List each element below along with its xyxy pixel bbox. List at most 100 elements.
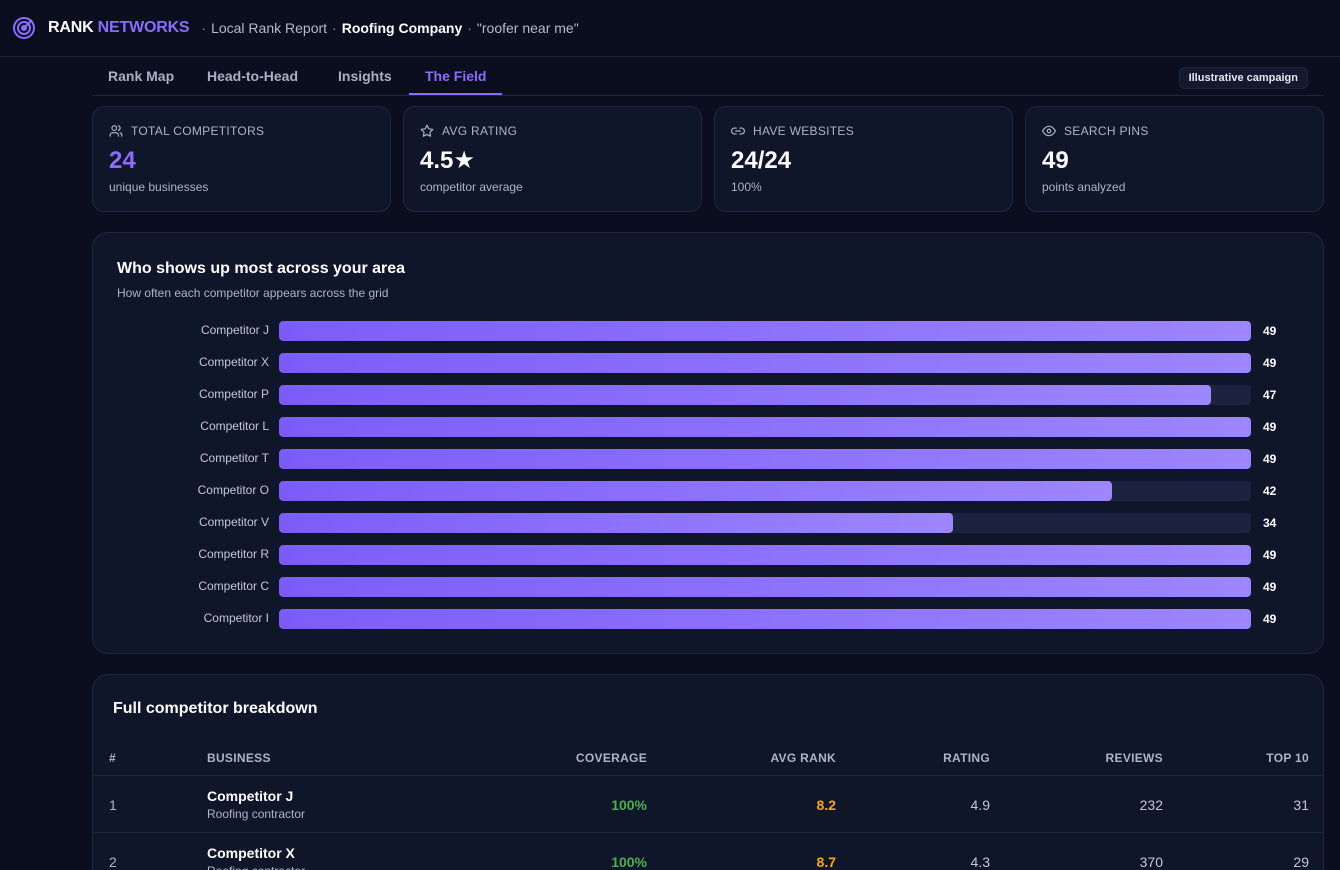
bar-track <box>279 577 1251 597</box>
bar-label: Competitor T <box>199 451 269 465</box>
bar-track <box>279 545 1251 565</box>
bar-label: Competitor C <box>198 579 269 593</box>
stat-value: 49 <box>1042 147 1069 174</box>
campaign-badge: Illustrative campaign <box>1178 67 1308 89</box>
stat-card-avg-rating: AVG RATING 4.5★ competitor average <box>403 106 702 212</box>
bar-track <box>279 481 1251 501</box>
stat-label: AVG RATING <box>442 124 518 138</box>
stat-header: SEARCH PINS <box>1042 124 1307 138</box>
bar-row[interactable]: Competitor T 49 <box>93 449 1325 469</box>
brand-primary: RANK <box>48 19 94 36</box>
bar-track <box>279 385 1251 405</box>
bar-label: Competitor P <box>198 387 269 401</box>
table-row[interactable]: 1 Competitor J Roofing contractor 100% 8… <box>93 776 1323 833</box>
bar-row[interactable]: Competitor C 49 <box>93 577 1325 597</box>
bar-row[interactable]: Competitor O 42 <box>93 481 1325 501</box>
bar-track <box>279 513 1251 533</box>
bar-value-label: 49 <box>1263 356 1277 370</box>
bar[interactable] <box>279 513 954 533</box>
bar[interactable] <box>279 545 1251 565</box>
stat-subtext: competitor average <box>420 180 523 194</box>
business-name: Roofing Company <box>341 20 463 36</box>
star-icon <box>420 124 434 137</box>
tab-rank-map[interactable]: Rank Map <box>108 68 175 84</box>
business-type: Roofing contractor <box>207 807 306 821</box>
bar-value-label: 49 <box>1263 420 1277 434</box>
top10-value: 29 <box>1293 854 1309 870</box>
breadcrumb-separator: · <box>467 20 472 36</box>
stat-subtext: points analyzed <box>1042 180 1126 194</box>
row-number: 1 <box>109 797 117 813</box>
bar-value-label: 49 <box>1263 452 1277 466</box>
top-bar: RANK NETWORKS · Local Rank Report · Roof… <box>0 0 1340 57</box>
column-header-reviews[interactable]: REVIEWS <box>1105 751 1163 765</box>
avg-rank-value: 8.2 <box>816 797 836 813</box>
competitor-table-card: Full competitor breakdown # BUSINESS COV… <box>92 674 1324 870</box>
bar-label: Competitor L <box>200 419 269 433</box>
column-header-business[interactable]: BUSINESS <box>207 751 271 765</box>
stat-card-search-pins: SEARCH PINS 49 points analyzed <box>1025 106 1324 212</box>
bar-row[interactable]: Competitor L 49 <box>93 417 1325 437</box>
avg-rank-value: 8.7 <box>816 854 836 870</box>
keyword: "roofer near me" <box>476 20 579 36</box>
bar-value-label: 49 <box>1263 548 1277 562</box>
bar[interactable] <box>279 481 1113 501</box>
coverage-value: 100% <box>611 797 647 813</box>
tab-head-to-head[interactable]: Head-to-Head <box>207 68 299 84</box>
bar-row[interactable]: Competitor V 34 <box>93 513 1325 533</box>
bar-row[interactable]: Competitor R 49 <box>93 545 1325 565</box>
table-header: # BUSINESS COVERAGE AVG RANK RATING REVI… <box>93 741 1323 776</box>
column-header-num[interactable]: # <box>109 751 116 765</box>
stat-card-have-websites: HAVE WEBSITES 24/24 100% <box>714 106 1013 212</box>
bar[interactable] <box>279 321 1251 341</box>
bar-track <box>279 321 1251 341</box>
business-name: Competitor J <box>207 788 294 804</box>
bar-value-label: 49 <box>1263 580 1277 594</box>
column-header-coverage[interactable]: COVERAGE <box>575 751 647 765</box>
bar-row[interactable]: Competitor I 49 <box>93 609 1325 629</box>
bar[interactable] <box>279 385 1212 405</box>
reviews-value: 370 <box>1139 854 1163 870</box>
chart-subtitle: How often each competitor appears across… <box>117 286 389 300</box>
rating-value: 4.3 <box>970 854 990 870</box>
bar-value-label: 42 <box>1263 484 1277 498</box>
column-header-avg-rank[interactable]: AVG RANK <box>770 751 836 765</box>
bar-value-label: 47 <box>1263 388 1277 402</box>
bar-label: Competitor X <box>198 355 269 369</box>
eye-icon <box>1042 125 1056 137</box>
tab-insights[interactable]: Insights <box>338 68 392 84</box>
stat-subtext: 100% <box>731 180 762 194</box>
column-header-top10[interactable]: TOP 10 <box>1266 751 1309 765</box>
breadcrumb: · Local Rank Report · Roofing Company · … <box>201 20 578 36</box>
bar-row[interactable]: Competitor J 49 <box>93 321 1325 341</box>
bar-label: Competitor I <box>203 611 269 625</box>
bar[interactable] <box>279 417 1251 437</box>
business-type: Roofing contractor <box>207 864 305 870</box>
table-row[interactable]: 2 Competitor X Roofing contractor 100% 8… <box>93 833 1323 870</box>
stat-header: TOTAL COMPETITORS <box>109 124 374 138</box>
bar[interactable] <box>279 449 1251 469</box>
table-title: Full competitor breakdown <box>113 700 318 717</box>
bar[interactable] <box>279 609 1251 629</box>
business-name: Competitor X <box>207 845 295 861</box>
stat-label: SEARCH PINS <box>1064 124 1149 138</box>
bar-value-label: 34 <box>1263 516 1277 530</box>
chart-title: Who shows up most across your area <box>117 260 406 277</box>
stat-value: 24 <box>109 147 136 174</box>
bar-value-label: 49 <box>1263 612 1277 626</box>
radar-logo-icon[interactable] <box>12 16 36 40</box>
bar[interactable] <box>279 577 1251 597</box>
bar-value-label: 49 <box>1263 324 1277 338</box>
stat-header: HAVE WEBSITES <box>731 124 996 138</box>
tab-the-field[interactable]: The Field <box>409 57 503 95</box>
brand-name[interactable]: RANK NETWORKS <box>48 19 190 37</box>
bar-row[interactable]: Competitor X 49 <box>93 353 1325 373</box>
stat-label: HAVE WEBSITES <box>753 124 855 138</box>
bar-row[interactable]: Competitor P 47 <box>93 385 1325 405</box>
appearance-chart-card: Who shows up most across your area How o… <box>92 232 1324 654</box>
stat-label: TOTAL COMPETITORS <box>131 124 265 138</box>
breadcrumb-separator: · <box>332 20 337 36</box>
stat-header: AVG RATING <box>420 124 685 138</box>
column-header-rating[interactable]: RATING <box>943 751 990 765</box>
bar[interactable] <box>279 353 1251 373</box>
